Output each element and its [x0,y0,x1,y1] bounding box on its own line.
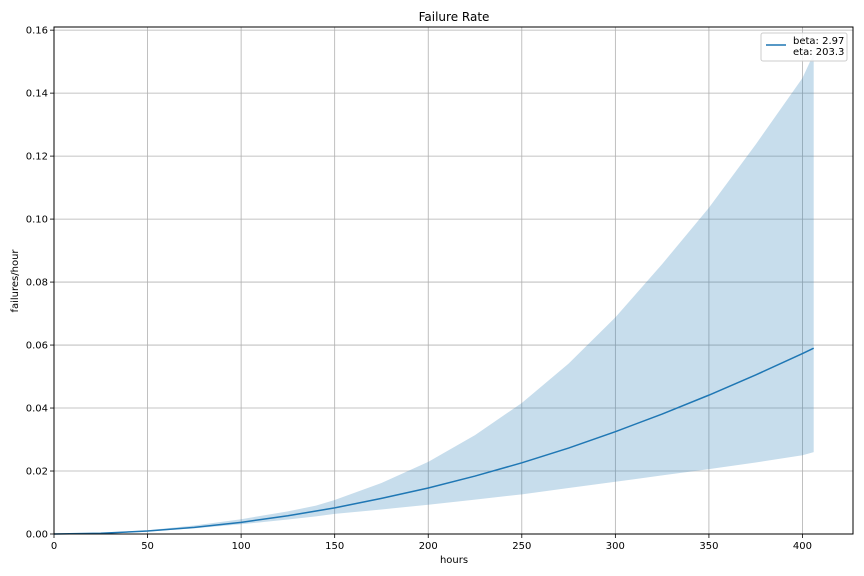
chart-title: Failure Rate [419,10,490,24]
y-tick-label: 0.16 [26,26,48,37]
legend-label-eta: eta: 203.3 [793,47,844,58]
y-tick-label: 0.04 [26,404,48,415]
x-tick-label: 300 [606,541,625,552]
y-tick-label: 0.12 [26,152,48,163]
y-tick-label: 0.14 [26,89,48,100]
y-tick-label: 0.00 [26,530,48,541]
y-axis-label: failures/hour [10,249,21,313]
x-tick-label: 50 [141,541,154,552]
confidence-band [54,53,814,535]
x-tick-label: 100 [232,541,251,552]
legend: beta: 2.97 eta: 203.3 [760,32,848,62]
y-tick-label: 0.10 [26,215,48,226]
plot-frame [53,26,854,535]
x-tick-label: 350 [699,541,718,552]
failure-rate-line [53,347,815,535]
x-axis-ticks: 0 50 100 150 200 250 300 350 400 [51,534,812,552]
x-axis-label: hours [440,555,468,566]
x-tick-label: 0 [51,541,57,552]
legend-box [760,32,848,62]
y-axis-ticks: 0.00 0.02 0.04 0.06 0.08 0.10 0.12 0.14 0.16 [26,26,54,541]
grid [53,27,853,535]
x-tick-label: 400 [793,541,812,552]
y-tick-label: 0.08 [26,278,48,289]
legend-label-beta: beta: 2.97 [793,36,844,47]
x-tick-label: 150 [325,541,344,552]
x-tick-label: 200 [419,541,438,552]
x-tick-label: 250 [512,541,531,552]
y-tick-label: 0.02 [26,467,48,478]
y-tick-label: 0.06 [26,341,48,352]
